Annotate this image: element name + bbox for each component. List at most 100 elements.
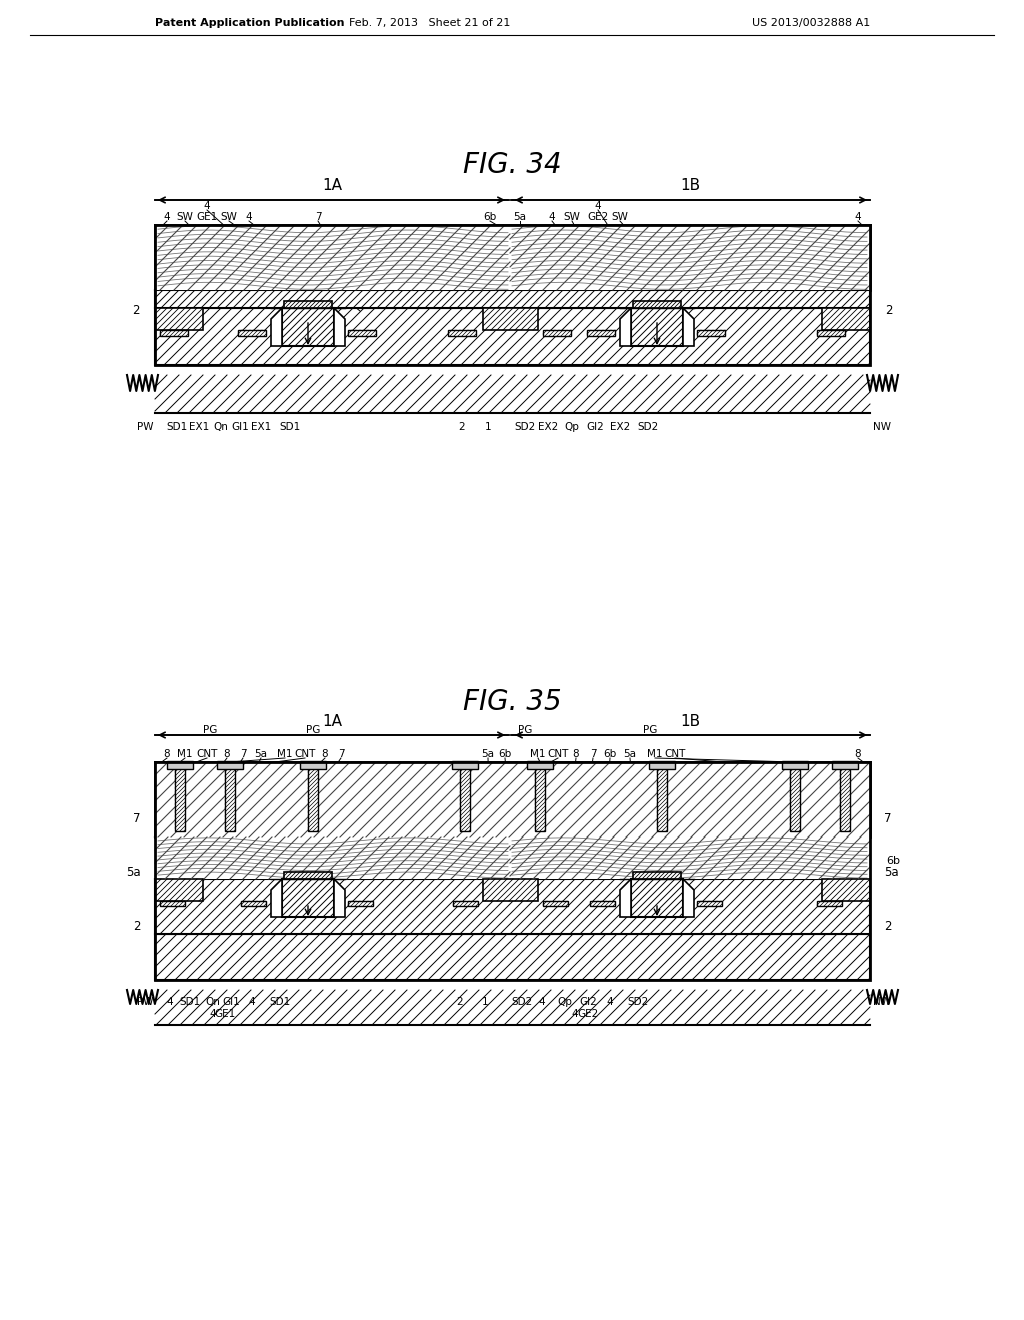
Text: SD2: SD2 [628,997,648,1007]
Bar [631,879,683,917]
Text: SD1: SD1 [269,997,291,1007]
Text: 4: 4 [204,201,210,211]
Bar [449,330,476,337]
Bar [155,762,870,837]
Text: M1: M1 [647,748,663,759]
Text: PG: PG [306,725,321,735]
Text: 7: 7 [133,813,141,825]
Text: M1: M1 [177,748,193,759]
Text: Patent Application Publication: Patent Application Publication [155,18,344,28]
Text: CNT: CNT [665,748,686,759]
Text: 2: 2 [885,304,893,317]
Text: PG: PG [643,725,657,735]
Text: SD1: SD1 [179,997,201,1007]
Text: GI2: GI2 [586,422,604,432]
Text: 1A: 1A [322,178,342,194]
Text: 4: 4 [855,213,861,222]
Text: 1B: 1B [680,178,700,194]
Text: 1B: 1B [680,714,700,729]
Polygon shape [271,879,282,917]
Text: 6b: 6b [499,748,512,759]
Text: GE1: GE1 [214,1008,236,1019]
Text: 2: 2 [459,422,465,432]
Bar [155,879,870,935]
Bar [790,768,800,832]
Bar [175,768,185,832]
Text: GE1: GE1 [197,213,218,222]
Text: 6b: 6b [886,855,900,866]
Bar [452,762,478,770]
Text: 1: 1 [481,997,488,1007]
Bar [657,768,667,832]
Text: 8: 8 [855,748,861,759]
Bar [543,330,571,337]
Text: 7: 7 [884,813,892,825]
Text: SW: SW [176,213,194,222]
Text: US 2013/0032888 A1: US 2013/0032888 A1 [752,18,870,28]
Text: 8: 8 [164,748,170,759]
Text: EX2: EX2 [610,422,630,432]
Bar [697,330,725,337]
Bar [241,902,266,906]
Bar [782,762,808,770]
Bar [167,762,193,770]
Text: SD2: SD2 [511,997,532,1007]
Text: PG: PG [203,725,217,735]
Text: 1A: 1A [322,714,342,729]
Text: 4: 4 [539,997,546,1007]
Text: SW: SW [220,213,238,222]
Bar [348,330,376,337]
Text: 5a: 5a [513,213,526,222]
Text: PW: PW [137,422,154,432]
Text: GI2: GI2 [580,997,597,1007]
Text: GE2: GE2 [588,213,608,222]
Bar [510,224,870,290]
Text: 4: 4 [606,997,613,1007]
Bar [155,290,870,308]
Bar [282,308,334,346]
Text: 7: 7 [240,748,247,759]
Text: 7: 7 [314,213,322,222]
Polygon shape [620,308,631,346]
Text: 4: 4 [167,997,173,1007]
Text: 2: 2 [457,997,463,1007]
Text: 5a: 5a [126,866,141,879]
Text: 5a: 5a [255,748,267,759]
Bar [225,768,234,832]
Text: M1: M1 [530,748,546,759]
Polygon shape [620,879,631,917]
Text: CNT: CNT [294,748,315,759]
Bar [284,873,332,879]
Bar [155,837,870,879]
Text: GI1: GI1 [222,997,240,1007]
Text: EX1: EX1 [188,422,209,432]
Bar [649,762,675,770]
Text: SD1: SD1 [280,422,301,432]
Text: SD2: SD2 [637,422,658,432]
Text: CNT: CNT [547,748,568,759]
Text: 1: 1 [484,422,492,432]
Bar [300,762,326,770]
Bar [840,768,850,832]
Text: 4: 4 [164,213,170,222]
Text: 4: 4 [571,1008,579,1019]
Text: Qp: Qp [557,997,572,1007]
Text: 6b: 6b [483,213,497,222]
Text: 2: 2 [133,920,141,932]
Polygon shape [334,308,345,346]
Bar [697,902,722,906]
Text: GE2: GE2 [578,1008,599,1019]
Polygon shape [271,308,282,346]
Text: PG: PG [518,725,532,735]
Bar [155,308,203,330]
Text: EX2: EX2 [538,422,558,432]
Bar [817,330,845,337]
Text: FIG. 35: FIG. 35 [463,688,561,715]
Text: 7: 7 [338,748,344,759]
Text: NW: NW [873,422,891,432]
Bar [822,308,870,330]
Bar [155,879,203,902]
Bar [284,301,332,308]
Polygon shape [334,879,345,917]
Text: Qn: Qn [214,422,228,432]
